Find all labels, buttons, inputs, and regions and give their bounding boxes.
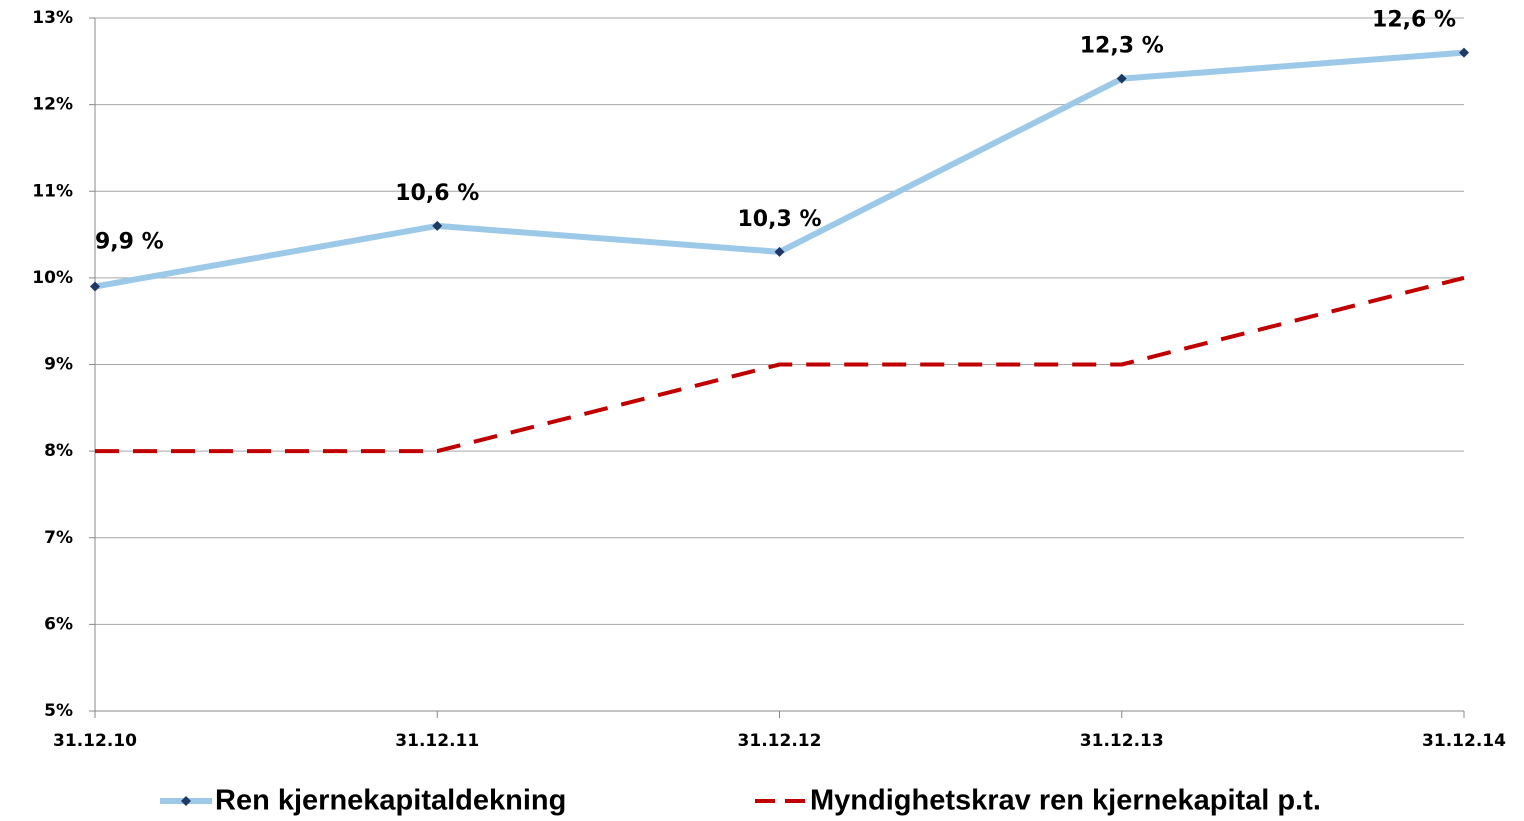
series-line: [95, 275, 1465, 454]
y-tick-label: 5%: [44, 701, 73, 721]
y-tick-label: 11%: [32, 181, 73, 201]
x-tick-label: 31.12.13: [1080, 731, 1164, 751]
y-tick-label: 6%: [44, 614, 73, 634]
marker: [90, 281, 100, 292]
y-tick-label: 10%: [32, 268, 73, 288]
marker: [432, 220, 443, 231]
marker: [774, 246, 785, 257]
data-label: 12,6 %: [1372, 8, 1456, 33]
x-tick-label: 31.12.14: [1422, 731, 1506, 751]
data-label: 12,3 %: [1080, 34, 1164, 59]
y-tick-label: 9%: [44, 355, 73, 375]
x-tick-label: 31.12.12: [738, 731, 822, 751]
y-tick-label: 13%: [32, 8, 73, 28]
data-label: 9,9 %: [95, 230, 164, 255]
legend-marker: [181, 796, 191, 806]
legend-label: Ren kjernekapitaldekning: [215, 785, 566, 817]
x-tick-label: 31.12.10: [53, 731, 137, 751]
y-tick-label: 8%: [44, 441, 73, 461]
data-label: 10,3 %: [738, 207, 822, 232]
marker: [1116, 73, 1127, 84]
data-label: 10,6 %: [395, 181, 479, 206]
marker: [1459, 47, 1469, 58]
y-tick-label: 12%: [32, 95, 73, 115]
y-tick-label: 7%: [44, 528, 73, 548]
x-tick-label: 31.12.11: [395, 731, 479, 751]
legend-label: Myndighetskrav ren kjernekapital p.t.: [810, 785, 1321, 817]
